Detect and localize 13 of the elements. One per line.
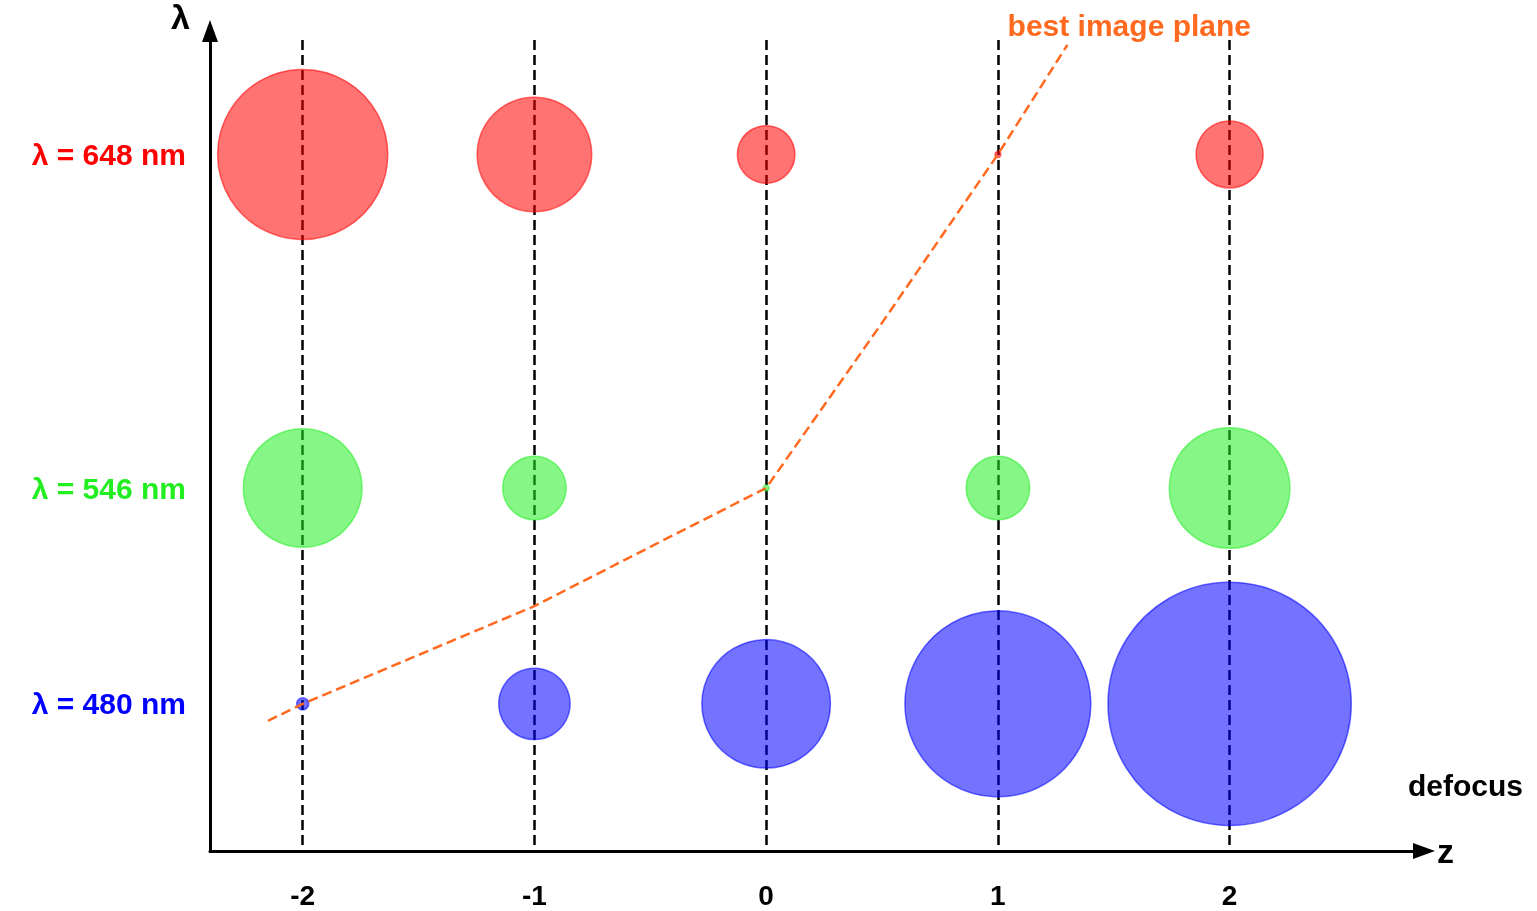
x-tick-label: 0 [758, 879, 774, 911]
y-tick-label: λ = 648 nm [31, 137, 186, 171]
y-tick-label: λ = 546 nm [31, 471, 186, 505]
line-series [266, 43, 1069, 723]
x-axis-title: z [1437, 832, 1454, 870]
x-tick-label: 2 [1221, 879, 1238, 911]
annotation: defocus [1407, 768, 1524, 802]
x-tick-label: 1 [990, 879, 1006, 911]
y-tick-label: λ = 480 nm [31, 687, 186, 721]
x-tick-label: -1 [521, 879, 547, 911]
x-tick-label: -2 [290, 879, 316, 911]
annotation: best image plane [1007, 8, 1252, 42]
y-axis-title: λ [171, 0, 191, 36]
